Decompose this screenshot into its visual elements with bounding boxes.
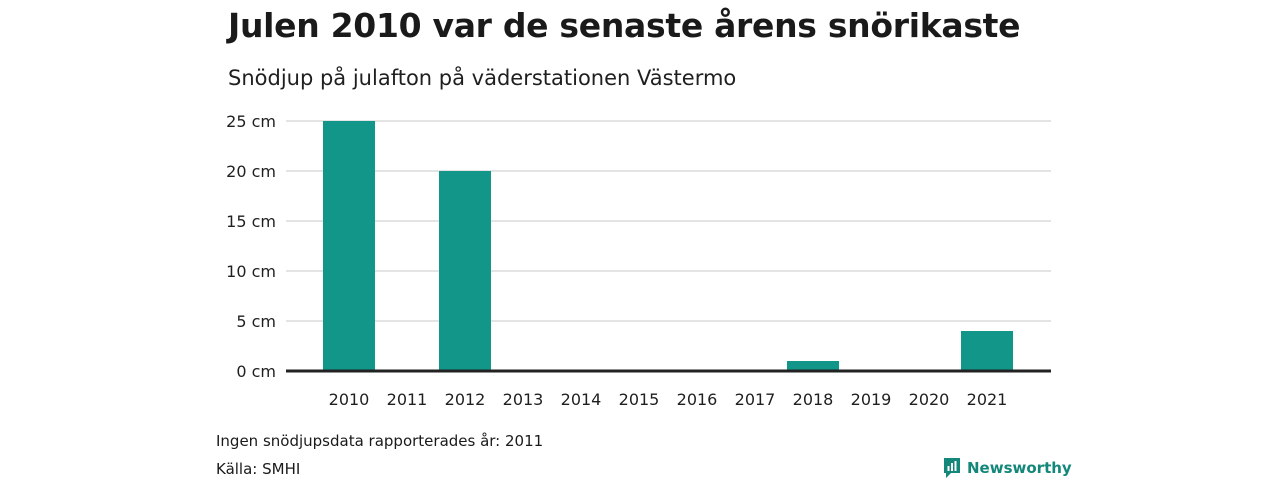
y-tick-label: 25 cm bbox=[226, 112, 276, 131]
y-tick-label: 20 cm bbox=[226, 162, 276, 181]
x-tick-label: 2014 bbox=[561, 390, 602, 409]
x-tick-label: 2012 bbox=[445, 390, 486, 409]
bar-2010[interactable] bbox=[323, 121, 375, 371]
bar-chart-icon bbox=[944, 458, 960, 478]
x-tick-label: 2013 bbox=[503, 390, 544, 409]
source-note: Källa: SMHI bbox=[216, 460, 301, 478]
x-tick-label: 2018 bbox=[793, 390, 834, 409]
bar-2012[interactable] bbox=[439, 171, 491, 371]
x-tick-label: 2016 bbox=[677, 390, 718, 409]
chart-title: Julen 2010 var de senaste årens snörikas… bbox=[228, 6, 1021, 45]
chart-subtitle: Snödjup på julafton på väderstationen Vä… bbox=[228, 66, 737, 90]
x-tick-label: 2019 bbox=[851, 390, 892, 409]
y-tick-label: 5 cm bbox=[236, 312, 276, 331]
x-axis-labels: 2010 2011 2012 2013 2014 2015 2016 2017 2018 2019… bbox=[329, 390, 1008, 409]
brand-logo[interactable]: Newsworthy bbox=[943, 457, 1072, 479]
x-tick-label: 2015 bbox=[619, 390, 660, 409]
y-axis-labels: 0 cm 5 cm 10 cm 15 cm 20 cm 25 cm bbox=[226, 112, 276, 381]
bars bbox=[323, 121, 1013, 371]
x-tick-label: 2010 bbox=[329, 390, 370, 409]
x-tick-label: 2017 bbox=[735, 390, 776, 409]
footnote: Ingen snödjupsdata rapporterades år: 201… bbox=[216, 432, 544, 450]
gridlines bbox=[286, 120, 1051, 322]
y-tick-label: 15 cm bbox=[226, 212, 276, 231]
bar-2018[interactable] bbox=[787, 361, 839, 371]
bar-2021[interactable] bbox=[961, 331, 1013, 371]
x-tick-label: 2020 bbox=[909, 390, 950, 409]
x-tick-label: 2011 bbox=[387, 390, 428, 409]
x-tick-label: 2021 bbox=[967, 390, 1008, 409]
y-tick-label: 0 cm bbox=[236, 362, 276, 381]
brand-name: Newsworthy bbox=[967, 459, 1072, 477]
y-tick-label: 10 cm bbox=[226, 262, 276, 281]
